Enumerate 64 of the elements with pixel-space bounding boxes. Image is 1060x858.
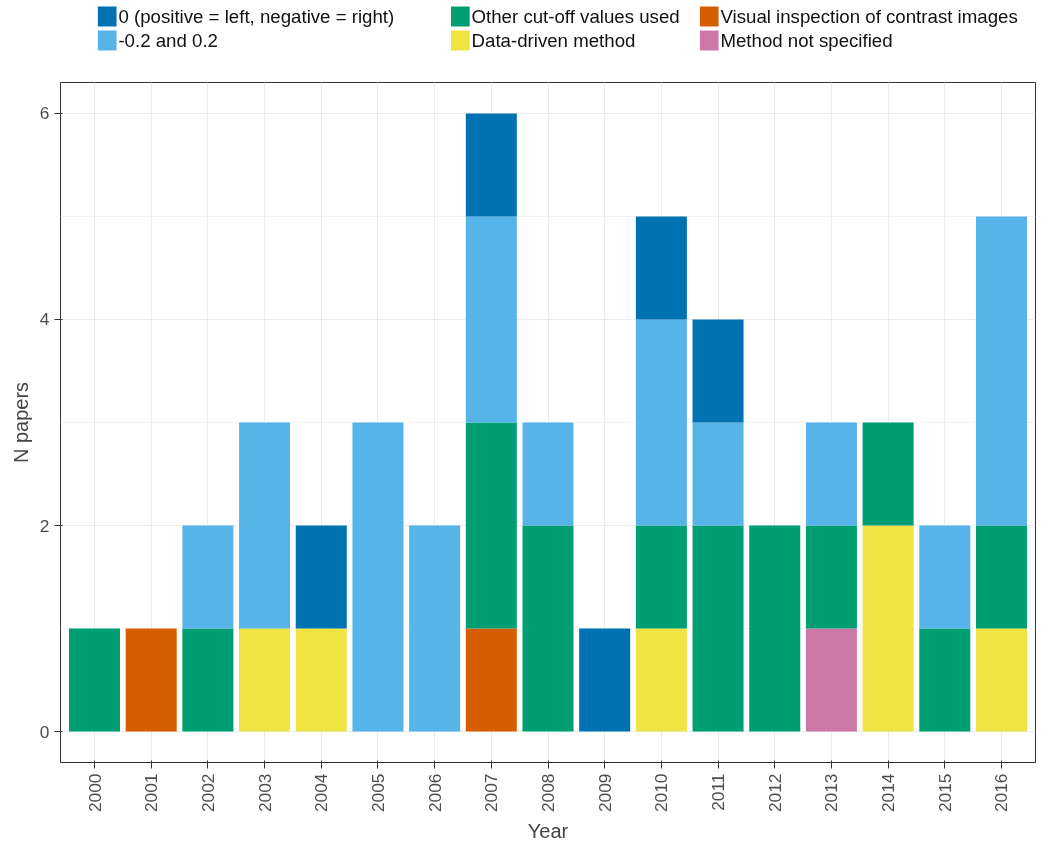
bar [69, 628, 121, 732]
bar [692, 422, 744, 526]
bar [805, 628, 857, 732]
y-tick-label: 2 [39, 515, 50, 536]
y-tick-label: 0 [39, 721, 50, 742]
x-tick-label: 2000 [84, 773, 105, 813]
legend-label: Data-driven method [471, 30, 636, 51]
x-tick-label: 2008 [538, 773, 558, 813]
bar [239, 628, 291, 732]
bar [805, 525, 857, 629]
y-axis-title: N papers [9, 381, 32, 464]
bar [862, 525, 914, 732]
bar [125, 628, 177, 732]
x-tick-label: 2001 [141, 773, 162, 813]
bar [182, 628, 234, 732]
bar [465, 216, 517, 423]
bar [182, 525, 234, 629]
bar [635, 525, 687, 629]
bar [805, 422, 857, 526]
bar [692, 525, 744, 732]
bar [522, 422, 574, 526]
legend-label: Other cut-off values used [471, 6, 680, 27]
bar [975, 628, 1027, 732]
x-tick-label: 2006 [424, 773, 445, 813]
bar [465, 628, 517, 732]
bar [919, 628, 971, 732]
x-tick-label: 2004 [311, 773, 332, 813]
y-tick-label: 4 [39, 309, 50, 330]
bar [862, 422, 914, 526]
x-tick-label: 2002 [197, 773, 218, 813]
bar [352, 422, 404, 732]
bar [635, 319, 687, 526]
x-tick-label: 2011 [708, 773, 729, 811]
y-tick-label: 6 [39, 103, 50, 124]
bar [522, 525, 574, 732]
bar [295, 525, 347, 629]
bar [295, 628, 347, 732]
x-tick-label: 2005 [367, 773, 388, 813]
bar [749, 525, 801, 732]
x-tick-label: 2007 [481, 773, 502, 813]
bar [692, 319, 744, 423]
legend-label: 0 (positive = left, negative = right) [118, 6, 395, 27]
bar [239, 422, 291, 629]
x-tick-label: 2015 [934, 773, 955, 813]
legend-label: -0.2 and 0.2 [118, 30, 218, 51]
bar [465, 113, 517, 217]
x-tick-label: 2003 [254, 773, 275, 813]
bar [975, 216, 1027, 526]
bar [635, 628, 687, 732]
x-tick-label: 2009 [594, 773, 615, 813]
bar [635, 216, 687, 320]
x-tick-label: 2016 [991, 773, 1012, 813]
x-axis-title: Year [527, 820, 569, 843]
legend-label: Method not specified [720, 30, 893, 51]
x-tick-label: 2014 [878, 773, 899, 813]
x-tick-label: 2012 [764, 773, 785, 813]
x-tick-label: 2010 [651, 773, 672, 813]
bar [465, 422, 517, 629]
bar [579, 628, 631, 732]
x-tick-label: 2013 [821, 773, 842, 813]
bar [919, 525, 971, 629]
bar [409, 525, 461, 732]
bar [975, 525, 1027, 629]
legend-label: Visual inspection of contrast images [720, 6, 1018, 27]
